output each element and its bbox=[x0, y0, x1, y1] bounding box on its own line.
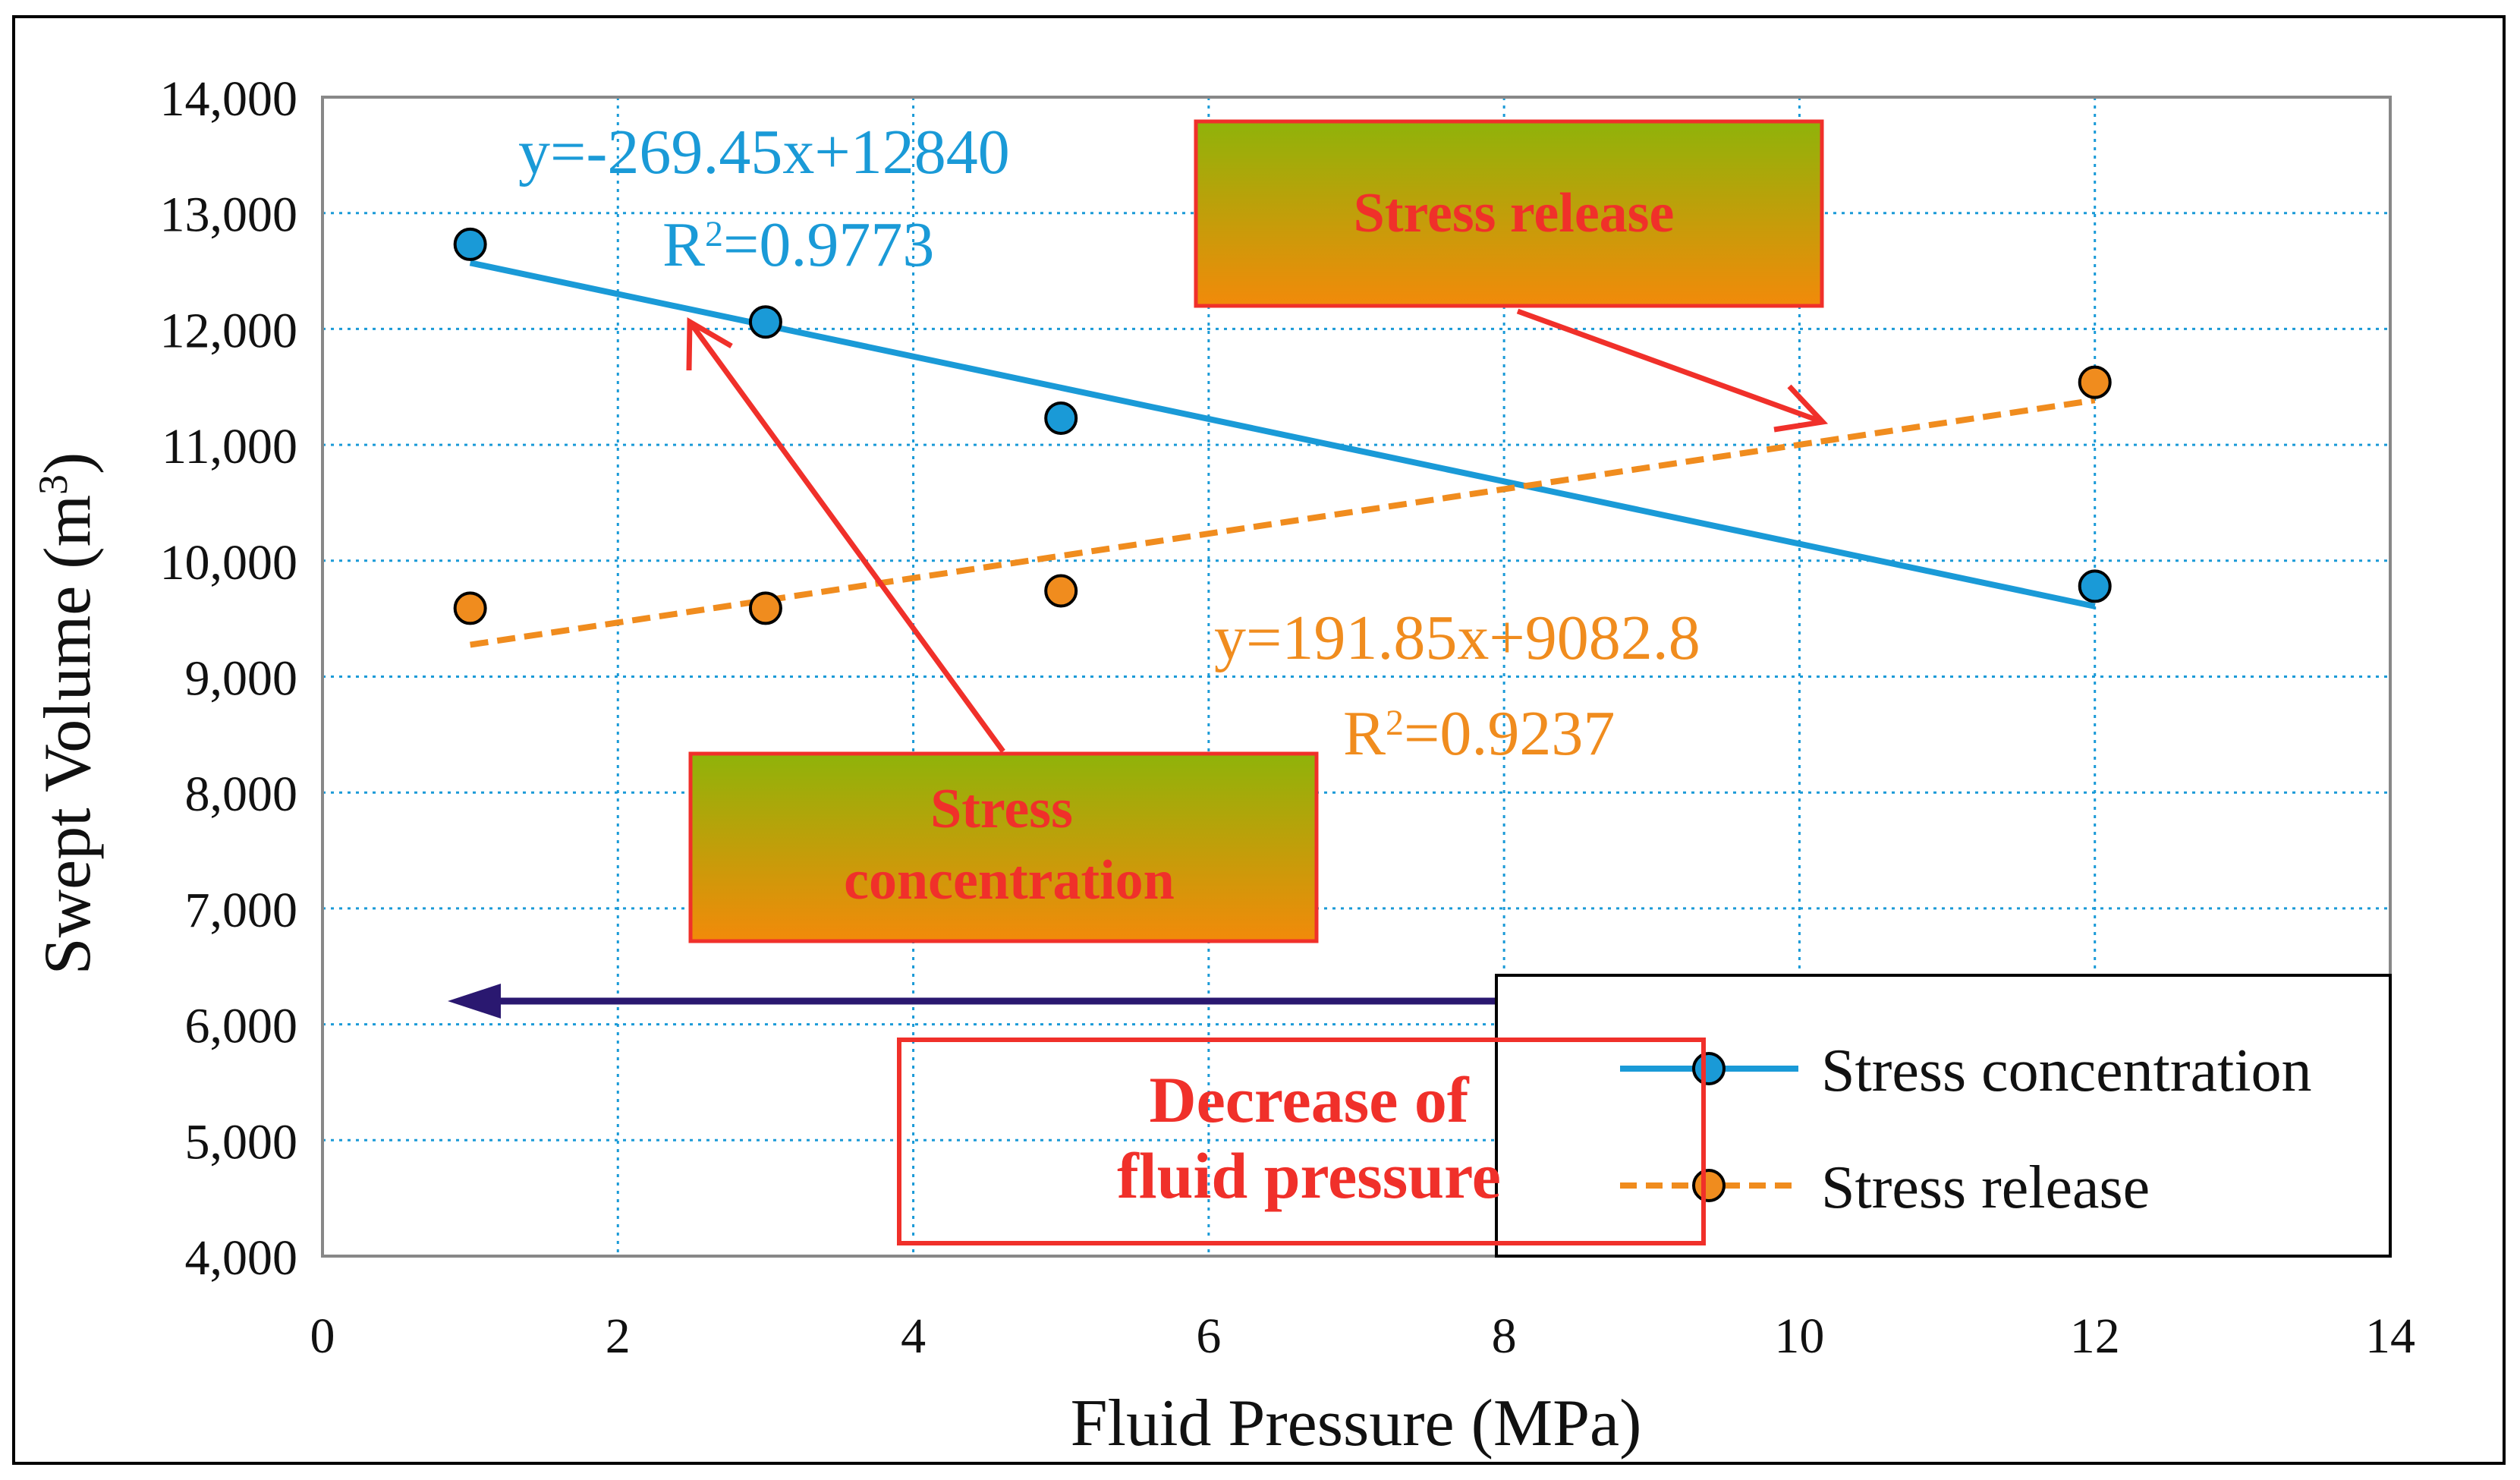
x-tick-label: 4 bbox=[901, 1308, 926, 1364]
point-stress-release bbox=[1044, 574, 1078, 608]
stress-concentration-equation: y=-269.45x+12840 bbox=[518, 117, 1010, 187]
legend-label-stress-release: Stress release bbox=[1821, 1154, 2150, 1221]
x-tick-label: 14 bbox=[2365, 1308, 2415, 1364]
x-tick-label: 0 bbox=[310, 1308, 335, 1364]
trendlines bbox=[469, 260, 2096, 648]
stress-concentration-r2: R2=0.9773 bbox=[662, 209, 934, 280]
stress-release-annotation-box bbox=[1194, 119, 1824, 308]
stress-release-arrow bbox=[1516, 308, 1829, 433]
trendline-stress-concentration bbox=[469, 260, 2096, 609]
y-tick-label: 13,000 bbox=[160, 187, 298, 243]
point-stress-release bbox=[2078, 365, 2112, 399]
point-stress-release bbox=[748, 591, 782, 625]
data-points bbox=[453, 227, 2112, 625]
point-stress-concentration bbox=[1044, 401, 1078, 435]
y-tick-label: 4,000 bbox=[185, 1230, 298, 1286]
stress-release-annotation-text: Stress release bbox=[1354, 182, 1675, 244]
y-tick-label: 10,000 bbox=[160, 535, 298, 590]
x-tick-label: 10 bbox=[1774, 1308, 1824, 1364]
y-tick-labels: 4,000 5,000 6,000 7,000 8,000 9,000 10,000 11,0… bbox=[160, 71, 298, 1286]
y-tick-label: 11,000 bbox=[162, 419, 297, 474]
stress-concentration-annotation-line2: concentration bbox=[844, 849, 1175, 912]
y-tick-label: 7,000 bbox=[185, 883, 298, 938]
stress-concentration-annotation-line1: Stress bbox=[930, 778, 1073, 840]
legend-label-stress-concentration: Stress concentration bbox=[1821, 1038, 2311, 1104]
stress-concentration-annotation-box bbox=[688, 751, 1319, 943]
x-axis-label: Fluid Pressure (MPa) bbox=[1071, 1387, 1642, 1460]
figure-frame bbox=[12, 15, 2506, 1465]
x-tick-label: 8 bbox=[1492, 1308, 1517, 1364]
y-tick-label: 14,000 bbox=[160, 71, 298, 127]
point-stress-concentration bbox=[748, 305, 782, 339]
point-stress-concentration bbox=[2078, 569, 2112, 603]
decrease-fluid-pressure-line1: Decrease of bbox=[1149, 1063, 1469, 1136]
point-stress-concentration bbox=[453, 227, 487, 261]
stress-release-equation: y=191.85x+9082.8 bbox=[1214, 603, 1700, 673]
x-tick-labels: 0 2 4 6 8 10 12 14 bbox=[310, 1308, 2416, 1364]
legend-box bbox=[1495, 974, 2392, 1258]
y-tick-label: 6,000 bbox=[185, 999, 298, 1054]
trendline-stress-release bbox=[470, 397, 2096, 648]
y-axis-label: Swept Volume (m3) bbox=[30, 452, 105, 975]
x-tick-label: 2 bbox=[606, 1308, 631, 1364]
decrease-fluid-pressure-line2: fluid pressure bbox=[1117, 1139, 1501, 1212]
y-tick-label: 5,000 bbox=[185, 1114, 298, 1170]
x-tick-label: 6 bbox=[1196, 1308, 1221, 1364]
legend-marker-stress-concentration bbox=[1692, 1052, 1726, 1085]
stress-concentration-arrow bbox=[686, 316, 1005, 754]
decrease-fluid-pressure-box bbox=[897, 1038, 1706, 1245]
x-tick-label: 12 bbox=[2070, 1308, 2120, 1364]
stress-release-r2: R2=0.9237 bbox=[1343, 698, 1615, 769]
y-tick-label: 12,000 bbox=[160, 303, 298, 358]
y-tick-label: 9,000 bbox=[185, 651, 298, 707]
legend-marker-stress-release bbox=[1692, 1169, 1726, 1202]
point-stress-release bbox=[453, 591, 487, 625]
plot-area-border bbox=[321, 96, 2392, 1258]
y-tick-label: 8,000 bbox=[185, 767, 298, 822]
